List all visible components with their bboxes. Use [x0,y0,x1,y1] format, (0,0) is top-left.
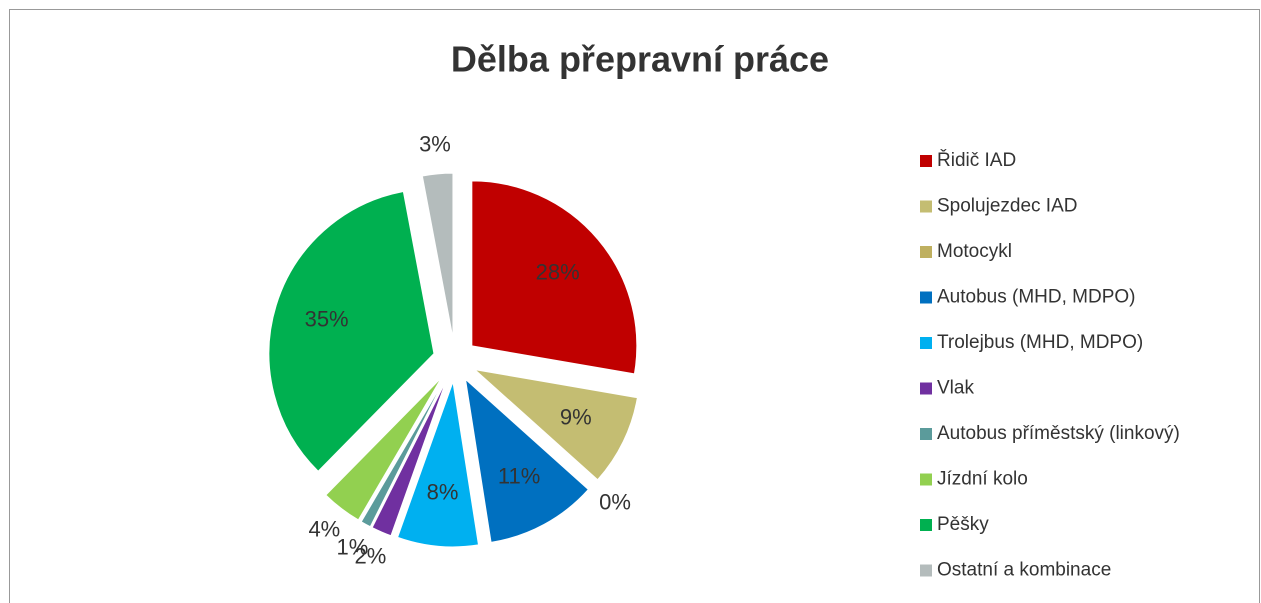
pie-slice [471,374,595,486]
legend-label: Autobus příměstský (linkový) [937,423,1180,444]
chart-title: Dělba přepravní práce [451,39,829,80]
data-label: 1% [336,535,368,560]
pie-slice [268,190,435,472]
legend-label: Řidič IAD [937,149,1016,171]
data-label: 9% [560,404,592,429]
legend-swatch [920,519,932,531]
legend-label: Vlak [937,378,974,399]
data-label: 35% [305,307,349,332]
data-label: 4% [308,517,340,542]
legend-label: Motocykl [937,241,1012,262]
data-label: 8% [427,479,459,504]
legend-swatch [920,291,932,304]
legend-swatch [920,473,932,486]
pie-slice [421,172,454,339]
legend-swatch [920,246,932,258]
legend-label: Jízdní kolo [937,469,1028,490]
pie-slice [473,368,638,481]
legend-swatch [920,200,932,213]
legend-swatch [920,382,932,395]
data-label: 3% [419,132,451,157]
legend-swatch [920,155,932,167]
data-label: 28% [536,259,580,284]
pie-slice [396,381,480,548]
legend-swatch [920,337,932,349]
pie-slice [471,180,638,375]
legend-swatch [920,564,932,577]
legend-label: Pěšky [937,514,989,535]
pie-slice [360,379,445,528]
pie-slice [371,380,447,537]
legend-swatch [920,428,932,440]
chart-frame [9,9,1260,603]
data-label: 2% [355,543,387,568]
pie-slice [325,377,443,521]
data-label: 11% [498,464,540,489]
legend-label: Trolejbus (MHD, MDPO) [937,332,1143,353]
legend-label: Autobus (MHD, MDPO) [937,287,1135,308]
legend-label: Spolujezdec IAD [937,196,1077,217]
pie-slice [464,378,590,543]
legend-label: Ostatní a kombinace [937,560,1111,581]
data-label: 0% [599,489,631,514]
